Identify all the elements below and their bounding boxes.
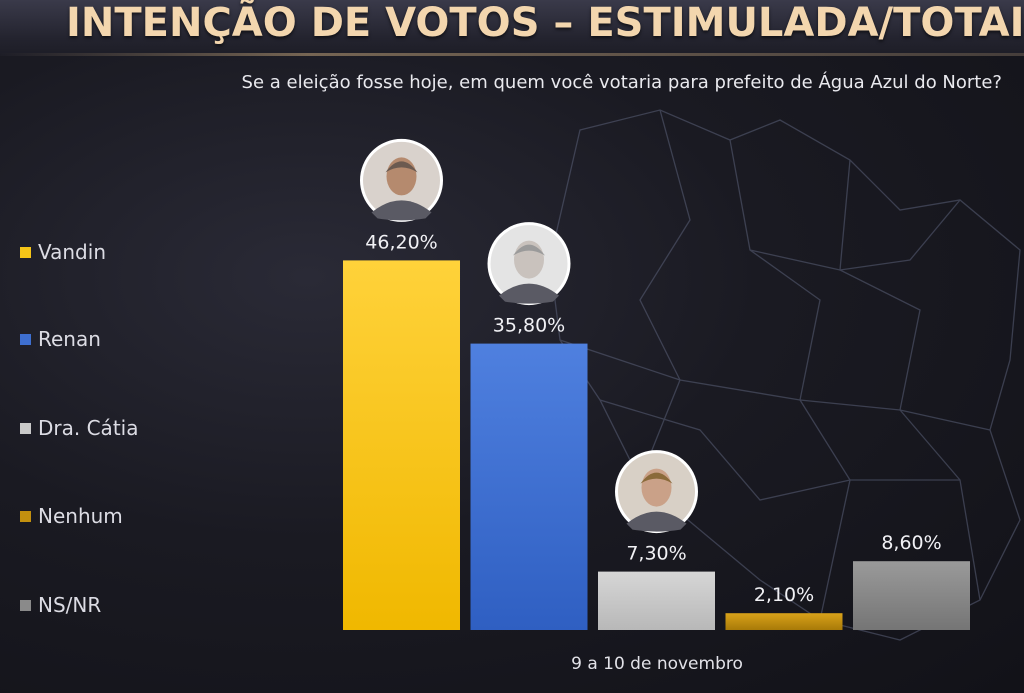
- legend-label-vandin: Vandin: [38, 240, 106, 264]
- legend-item-vandin: Vandin: [20, 238, 106, 266]
- legend-item-nenhum: Nenhum: [20, 502, 123, 530]
- bar-dra-catia: [598, 571, 715, 630]
- title-bar: INTENÇÃO DE VOTOS – ESTIMULADA/TOTAIS*: [0, 0, 1024, 56]
- bar-nenhum: [725, 613, 843, 630]
- candidate-photo-catia-icon: [615, 450, 698, 534]
- value-label-dra-catia: 7,30%: [626, 543, 686, 565]
- value-label-ns-nr: 8,60%: [881, 532, 941, 554]
- bar-ns-nr: [853, 561, 970, 630]
- legend-label-renan: Renan: [38, 327, 101, 351]
- value-labels-group: 46,20% 35,80% 7,30% 2,10% 8,60%: [365, 231, 941, 606]
- legend-item-ns-nr: NS/NR: [20, 591, 101, 619]
- candidate-photo-vandin-icon: [360, 138, 443, 222]
- footnote: 9 a 10 de novembro: [0, 654, 1024, 674]
- candidate-photo-renan-icon: [487, 222, 571, 306]
- chart-subtitle: Se a eleição fosse hoje, em quem você vo…: [241, 72, 1002, 93]
- bar-vandin: [343, 260, 460, 630]
- bar-renan: [470, 343, 588, 630]
- legend-swatch-ns-nr: [20, 599, 31, 611]
- value-label-renan: 35,80%: [493, 315, 565, 337]
- legend-label-dra-catia: Dra. Cátia: [38, 416, 139, 440]
- legend-swatch-nenhum: [20, 510, 31, 522]
- legend-label-ns-nr: NS/NR: [38, 593, 102, 617]
- chart-title: INTENÇÃO DE VOTOS – ESTIMULADA/TOTAIS*: [66, 0, 1024, 46]
- footnote-text: 9 a 10 de novembro: [571, 654, 743, 674]
- value-label-vandin: 46,20%: [365, 231, 437, 253]
- legend-item-dra-catia: Dra. Cátia: [20, 414, 138, 442]
- map-background-icon: [549, 109, 1021, 641]
- legend-label-nenhum: Nenhum: [38, 504, 123, 528]
- avatars-group: [360, 138, 698, 534]
- legend-swatch-renan: [20, 333, 31, 345]
- bars-group: [343, 260, 970, 630]
- legend-swatch-vandin: [20, 246, 31, 258]
- legend-item-renan: Renan: [20, 325, 101, 353]
- value-label-nenhum: 2,10%: [754, 584, 814, 606]
- legend-swatch-dra-catia: [20, 422, 31, 434]
